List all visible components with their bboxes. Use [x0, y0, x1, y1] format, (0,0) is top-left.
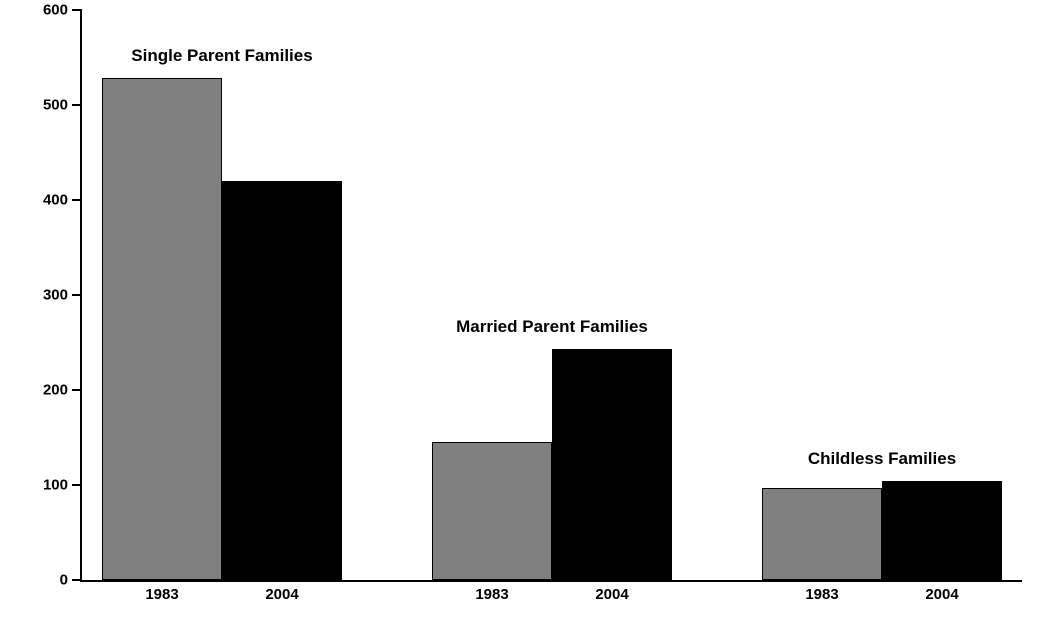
y-tick-label: 200 — [43, 382, 68, 399]
y-tick — [72, 579, 82, 581]
y-tick — [72, 389, 82, 391]
x-axis-label: 1983 — [805, 586, 838, 603]
x-axis-label: 1983 — [145, 586, 178, 603]
y-tick-label: 300 — [43, 287, 68, 304]
y-tick-label: 600 — [43, 2, 68, 19]
x-axis-label: 2004 — [265, 586, 298, 603]
group-title: Single Parent Families — [131, 46, 312, 66]
bar-group: 19832004Married Parent Families — [432, 10, 672, 580]
bar — [432, 442, 552, 580]
y-tick — [72, 294, 82, 296]
y-tick — [72, 9, 82, 11]
x-axis-label: 2004 — [925, 586, 958, 603]
bar — [762, 488, 882, 580]
x-axis-label: 2004 — [595, 586, 628, 603]
y-tick — [72, 104, 82, 106]
group-title: Married Parent Families — [456, 317, 648, 337]
y-tick-label: 100 — [43, 477, 68, 494]
y-tick — [72, 199, 82, 201]
bar-group: 19832004Childless Families — [762, 10, 1002, 580]
chart-container: 010020030040050060019832004Single Parent… — [0, 0, 1050, 620]
bar — [552, 349, 672, 580]
y-tick-label: 0 — [60, 572, 68, 589]
group-title: Childless Families — [808, 449, 956, 469]
bar — [102, 78, 222, 580]
bar — [882, 481, 1002, 580]
y-tick-label: 400 — [43, 192, 68, 209]
bar — [222, 181, 342, 580]
y-tick-label: 500 — [43, 97, 68, 114]
bar-group: 19832004Single Parent Families — [102, 10, 342, 580]
x-axis-label: 1983 — [475, 586, 508, 603]
plot-area: 010020030040050060019832004Single Parent… — [80, 10, 1022, 582]
y-tick — [72, 484, 82, 486]
